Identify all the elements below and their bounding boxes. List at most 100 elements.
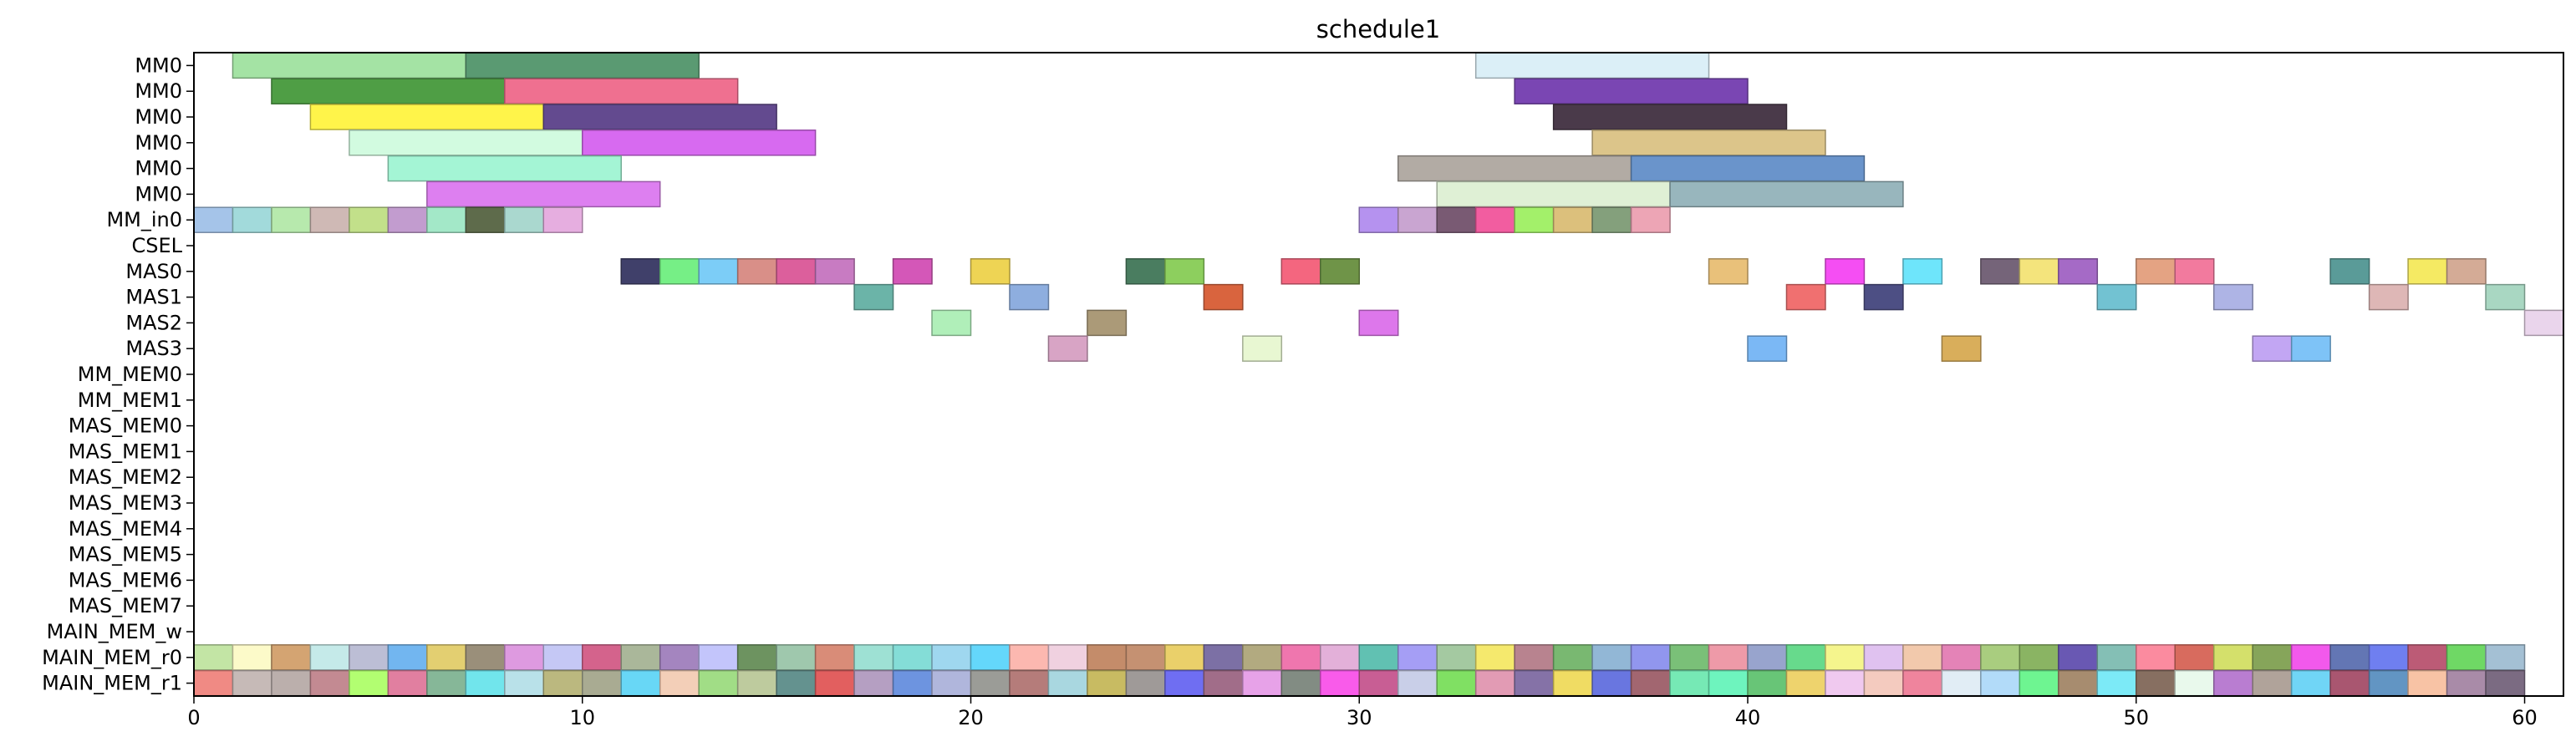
task-bar-57: [2407, 258, 2448, 285]
task-bar-66: [2368, 283, 2409, 311]
task-bar-r24-59: [2485, 669, 2526, 697]
task-bar-r23-42: [1825, 644, 1866, 671]
task-bar-r23-3: [309, 644, 350, 671]
task-bar-39: [736, 258, 777, 285]
task-bar-r23-14: [736, 644, 777, 671]
task-bar-8: [1552, 104, 1788, 130]
task-bar-r23-32: [1436, 644, 1477, 671]
task-bar-r23-55: [2329, 644, 2370, 671]
task-bar-r23-43: [1863, 644, 1904, 671]
task-bar-r24-22: [1047, 669, 1088, 697]
x-tick-label-2: 20: [958, 706, 984, 729]
task-bar-r24-55: [2329, 669, 2370, 697]
y-tick-label-0: MM0: [135, 53, 182, 77]
task-bar-r23-37: [1630, 644, 1671, 671]
y-tick-label-24: MAIN_MEM_r1: [42, 672, 182, 695]
y-tick-label-23: MAIN_MEM_r0: [42, 646, 182, 669]
task-bar-23: [387, 206, 428, 233]
task-bar-14: [1630, 155, 1866, 182]
y-tick-label-14: MAS_MEM0: [69, 414, 182, 438]
task-bar-r24-56: [2368, 669, 2409, 697]
task-bar-12: [387, 155, 622, 182]
task-bar-r23-15: [776, 644, 817, 671]
task-bar-r24-41: [1785, 669, 1826, 697]
task-bar-51: [1980, 258, 2021, 285]
task-bar-17: [1669, 180, 1904, 208]
task-bar-61: [1203, 283, 1244, 311]
task-bar-2: [1474, 52, 1710, 79]
task-bar-30: [1436, 206, 1477, 233]
task-bar-r24-36: [1591, 669, 1632, 697]
task-bar-25: [465, 206, 506, 233]
task-bar-r24-2: [271, 669, 312, 697]
task-bar-r24-30: [1358, 669, 1399, 697]
task-bar-r23-29: [1320, 644, 1361, 671]
task-bar-r24-24: [1125, 669, 1166, 697]
y-tick-label-16: MAS_MEM2: [69, 465, 182, 489]
task-bar-r23-10: [582, 644, 622, 671]
task-bar-r23-48: [2058, 644, 2099, 671]
task-bar-20: [271, 206, 312, 233]
task-bar-r23-57: [2407, 644, 2448, 671]
x-tick-label-3: 30: [1347, 706, 1372, 729]
task-bar-24: [426, 206, 467, 233]
task-bar-64: [2096, 283, 2137, 311]
task-bar-r24-18: [892, 669, 933, 697]
task-bar-r24-46: [1980, 669, 2021, 697]
task-bar-41: [814, 258, 855, 285]
task-bar-r24-27: [1242, 669, 1283, 697]
task-bar-34: [1591, 206, 1632, 233]
task-bar-29: [1397, 206, 1438, 233]
task-bar-53: [2058, 258, 2099, 285]
task-bar-70: [1358, 309, 1399, 337]
task-bar-r24-17: [853, 669, 894, 697]
task-bar-46: [1280, 258, 1321, 285]
task-bar-16: [1436, 180, 1671, 208]
task-bar-r24-50: [2136, 669, 2176, 697]
y-tick-label-17: MAS_MEM3: [69, 491, 182, 515]
y-tick-label-5: MM0: [135, 182, 182, 206]
task-bar-r23-18: [892, 644, 933, 671]
task-bar-7: [542, 104, 777, 130]
task-bar-r23-9: [542, 644, 583, 671]
task-bar-r23-45: [1941, 644, 1982, 671]
task-bar-r24-43: [1863, 669, 1904, 697]
task-bar-r24-42: [1825, 669, 1866, 697]
task-bar-58: [2446, 258, 2487, 285]
task-bar-r24-7: [465, 669, 506, 697]
task-bar-r23-8: [504, 644, 545, 671]
task-bar-37: [659, 258, 700, 285]
task-bar-r24-34: [1514, 669, 1555, 697]
task-bar-r23-1: [232, 644, 272, 671]
task-bar-48: [1708, 258, 1749, 285]
task-bar-22: [349, 206, 389, 233]
task-bar-r23-5: [387, 644, 428, 671]
y-tick-label-21: MAS_MEM7: [69, 594, 182, 617]
y-tick-label-18: MAS_MEM4: [69, 517, 182, 541]
x-tick-label-4: 40: [1735, 706, 1761, 729]
task-bar-r24-33: [1474, 669, 1515, 697]
task-bar-r24-53: [2252, 669, 2293, 697]
task-bar-47: [1320, 258, 1361, 285]
chart-title: schedule1: [1316, 15, 1440, 43]
task-bar-r24-51: [2174, 669, 2215, 697]
task-bar-r24-9: [542, 669, 583, 697]
task-bar-r23-49: [2096, 644, 2137, 671]
task-bar-r23-20: [970, 644, 1011, 671]
task-bar-60: [1009, 283, 1050, 311]
x-tick-label-6: 60: [2512, 706, 2538, 729]
y-axis: MM0MM0MM0MM0MM0MM0MM_in0CSELMAS0MAS1MAS2…: [42, 53, 194, 695]
task-bar-r23-46: [1980, 644, 2021, 671]
task-bar-76: [2252, 335, 2293, 362]
task-bar-44: [1125, 258, 1166, 285]
plot-frame: [193, 52, 2564, 697]
task-bar-r23-40: [1747, 644, 1788, 671]
x-tick-label-0: 0: [187, 706, 200, 729]
y-tick-label-19: MAS_MEM5: [69, 543, 182, 567]
task-bar-r24-44: [1902, 669, 1943, 697]
task-bar-11: [1591, 130, 1826, 156]
y-tick-label-11: MAS3: [125, 337, 182, 360]
x-axis: 0 10 20 30 40 50 60: [187, 696, 2538, 729]
task-bar-36: [620, 258, 661, 285]
